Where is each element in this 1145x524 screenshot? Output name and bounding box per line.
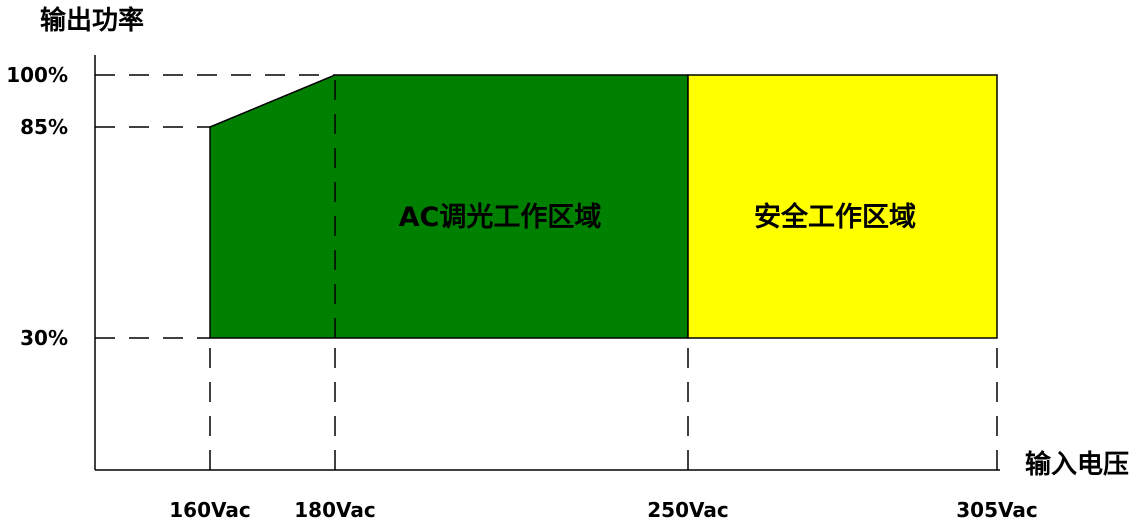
y-tick-label: 100% [6,63,68,87]
x-tick-label: 305Vac [956,498,1037,522]
dashed-guide-lines [95,74,998,470]
plot-regions [209,74,998,339]
region-label-safe-operating: 安全工作区域 [754,201,916,233]
y-tick-labels: 100% 85% 30% [6,63,68,350]
y-tick-label: 85% [20,115,68,139]
x-tick-label: 250Vac [647,498,728,522]
y-axis-title: 输出功率 [40,5,144,36]
x-tick-labels: 160Vac 180Vac 250Vac 305Vac [169,498,1037,522]
y-tick-label: 30% [20,326,68,350]
x-axis-title: 输入电压 [1025,449,1129,480]
x-tick-label: 160Vac [169,498,250,522]
x-tick-label: 180Vac [294,498,375,522]
region-safe-operating-area [687,74,998,339]
region-label-ac-dimming: AC调光工作区域 [399,202,602,233]
